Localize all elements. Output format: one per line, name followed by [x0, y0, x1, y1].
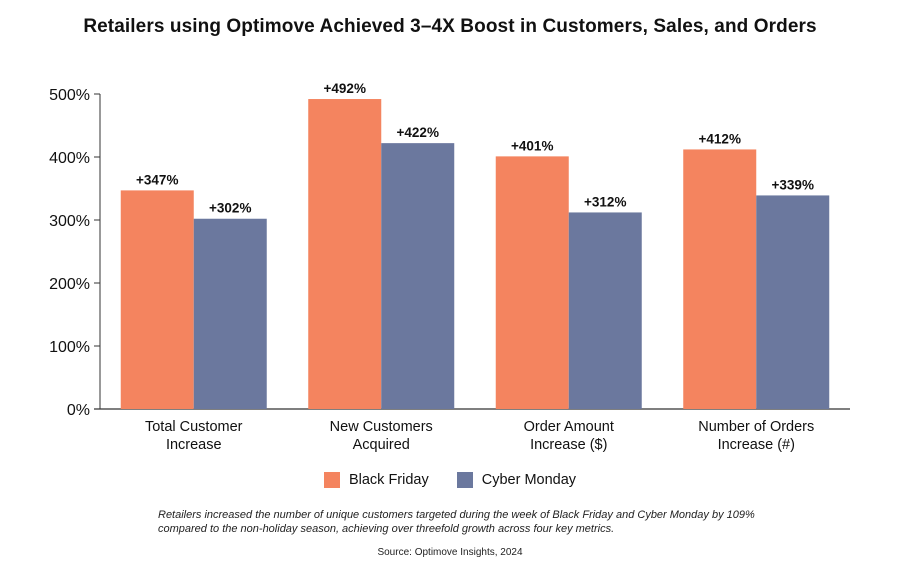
- x-category-label: Increase: [166, 437, 222, 453]
- data-label: +492%: [324, 81, 366, 96]
- footnote: Retailers increased the number of unique…: [158, 509, 755, 535]
- data-label: +412%: [699, 131, 741, 146]
- chart-title: Retailers using Optimove Achieved 3–4X B…: [83, 16, 817, 37]
- bar-black-friday: [120, 190, 194, 409]
- legend-swatch-cyber-monday: [456, 472, 473, 488]
- legend-label-black-friday: Black Friday: [348, 472, 429, 488]
- y-tick-label: 200%: [49, 276, 90, 293]
- bar-cyber-monday: [568, 212, 642, 409]
- x-category-label: Order Amount: [524, 419, 614, 435]
- legend-label-cyber-monday: Cyber Monday: [481, 472, 577, 488]
- data-label: +339%: [772, 177, 814, 192]
- x-category-label: Total Customer: [145, 419, 243, 435]
- legend-item-cyber-monday: Cyber Monday: [456, 472, 577, 488]
- y-tick-label: 500%: [49, 87, 90, 104]
- x-category-label: New Customers: [330, 419, 433, 435]
- bar-black-friday: [683, 149, 757, 409]
- x-category-label: Number of Orders: [698, 419, 814, 435]
- bar-cyber-monday: [381, 143, 455, 409]
- bar-black-friday: [308, 99, 382, 409]
- data-label: +401%: [511, 138, 553, 153]
- bar-cyber-monday: [756, 195, 830, 409]
- data-label: +422%: [397, 125, 439, 140]
- x-category-label: Increase (#): [718, 437, 795, 453]
- y-tick-label: 300%: [49, 213, 90, 230]
- data-label: +302%: [209, 201, 251, 216]
- y-tick-label: 400%: [49, 150, 90, 167]
- y-tick-label: 100%: [49, 339, 90, 356]
- data-label: +347%: [136, 172, 178, 187]
- bar-black-friday: [495, 156, 569, 409]
- legend: Black Friday Cyber Monday: [0, 472, 900, 488]
- data-label: +312%: [584, 194, 626, 209]
- source-note: Source: Optimove Insights, 2024: [377, 547, 523, 558]
- x-category-label: Acquired: [353, 437, 410, 453]
- legend-swatch-black-friday: [323, 472, 340, 488]
- x-category-label: Increase ($): [530, 437, 607, 453]
- y-tick-label: 0%: [67, 402, 90, 419]
- legend-item-black-friday: Black Friday: [323, 472, 429, 488]
- bar-cyber-monday: [193, 218, 267, 409]
